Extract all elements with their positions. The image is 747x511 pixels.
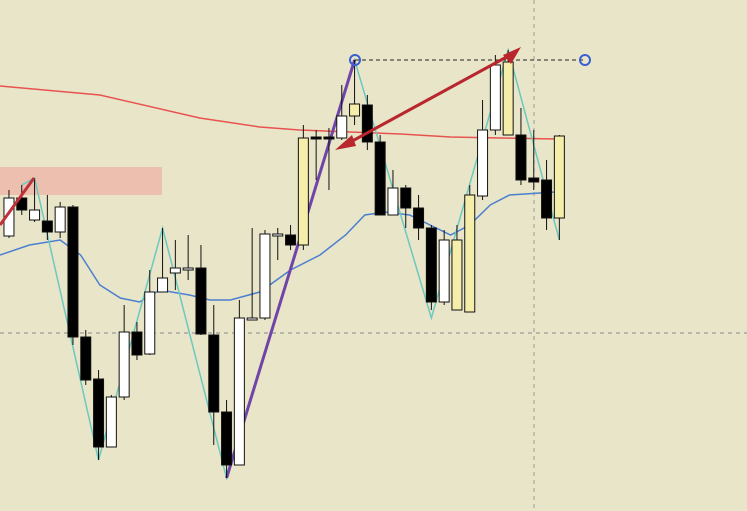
candle-body — [541, 179, 553, 219]
candle-body — [131, 331, 143, 356]
candle-body — [323, 136, 335, 140]
candle-body — [93, 378, 105, 448]
candle-body — [400, 187, 412, 209]
plot — [0, 47, 565, 481]
candle-body — [413, 207, 425, 229]
candle-body — [157, 277, 169, 293]
candle-body — [67, 206, 79, 338]
indicator-line — [225, 59, 356, 479]
candle-body — [195, 267, 207, 335]
candle-body — [425, 227, 437, 303]
candle-body — [387, 187, 399, 216]
arrow-head — [335, 135, 356, 150]
candle-body — [489, 64, 501, 131]
candle-body — [285, 234, 297, 246]
candle-body — [272, 233, 284, 237]
candle-body — [502, 61, 514, 136]
trend-line — [0, 177, 36, 226]
indicator-line — [0, 191, 556, 303]
candle-body — [246, 317, 258, 321]
candle-body — [349, 103, 361, 117]
candle-body — [336, 115, 348, 139]
candle-body — [310, 136, 322, 140]
candle-body — [233, 317, 245, 466]
candle-body — [438, 239, 450, 303]
handle[interactable] — [579, 54, 591, 66]
candle-body — [208, 334, 220, 413]
handle[interactable] — [349, 54, 361, 66]
candle-body — [54, 206, 66, 233]
candle-body — [221, 411, 233, 466]
candle-body — [297, 137, 309, 246]
candle-body — [41, 220, 53, 233]
candle-body — [477, 129, 489, 197]
candle-body — [553, 135, 565, 219]
arrow-line — [344, 52, 513, 147]
zone-box — [0, 167, 162, 195]
candle-body — [80, 336, 92, 381]
arrow-head — [503, 47, 521, 64]
candle-body — [515, 134, 527, 181]
candle-body — [169, 267, 181, 274]
candle-body — [118, 331, 130, 398]
candle-body — [374, 141, 386, 216]
candle-body — [451, 239, 463, 311]
candle-body — [528, 177, 540, 183]
candle-body — [464, 194, 476, 313]
candle-body — [144, 291, 156, 355]
candle-body — [361, 104, 373, 143]
candle-body — [259, 233, 271, 319]
candle-body — [182, 267, 194, 271]
candle-body — [29, 209, 41, 221]
candle-body — [105, 396, 117, 448]
